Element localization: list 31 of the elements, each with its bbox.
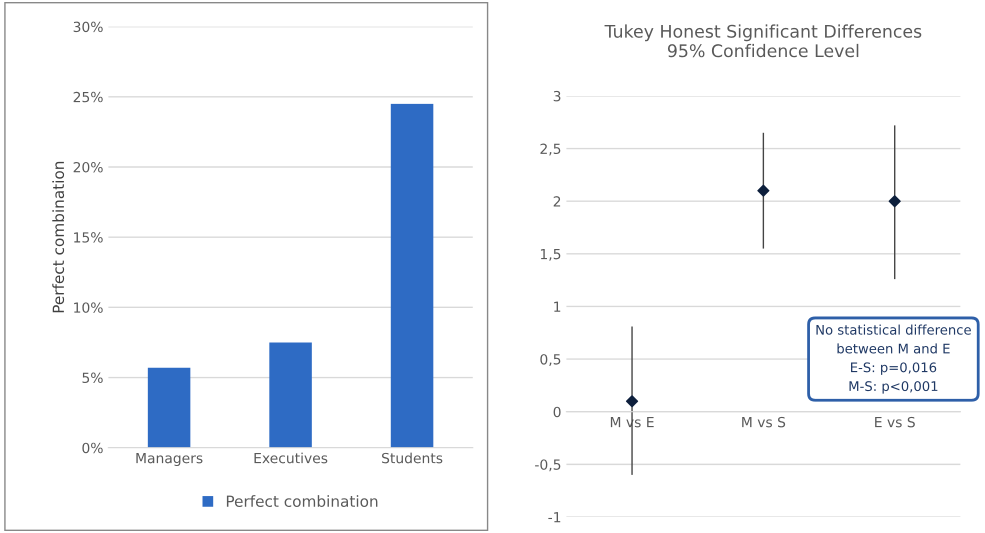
legend-label: Perfect combination <box>226 495 378 507</box>
y-tick-label: 0% <box>82 442 103 454</box>
y-tick-label: 30% <box>74 22 103 32</box>
annotation: No statistical difference between M and E E-S: p=0,016 M-S: p<0,001 <box>816 324 971 394</box>
y-tick-label: 0,5 <box>540 354 560 366</box>
y-tick-label: 25% <box>74 92 103 102</box>
y-tick-label: -0,5 <box>535 459 560 472</box>
point <box>626 395 638 408</box>
point <box>888 195 901 208</box>
y-tick-label: 2,5 <box>540 144 560 156</box>
y-tick-label: 3 <box>554 90 560 102</box>
bar <box>148 368 190 448</box>
point <box>757 184 770 197</box>
y-tick-label: 1,5 <box>540 248 560 261</box>
y-tick-label: -1 <box>548 512 560 522</box>
y-tick-label: 0 <box>554 406 561 418</box>
y-axis-title: Perfect combination <box>52 162 64 312</box>
y-tick-label: 15% <box>74 232 103 243</box>
x-tick-label: Managers <box>136 453 202 466</box>
bar <box>269 342 312 448</box>
x-tick-label: M vs S <box>742 416 786 428</box>
y-tick-label: 5% <box>82 372 103 384</box>
bar <box>390 104 434 448</box>
chart-title: Tukey Honest Significant Differences 95% Confidence Level <box>604 24 922 58</box>
y-tick-label: 20% <box>74 162 103 172</box>
y-tick-label: 1 <box>554 302 560 312</box>
y-tick-label: 2 <box>554 196 560 206</box>
x-tick-label: E vs S <box>875 416 915 428</box>
x-tick-label: Students <box>382 452 442 464</box>
x-tick-label: Executives <box>254 452 328 464</box>
y-tick-label: 10% <box>74 302 103 313</box>
